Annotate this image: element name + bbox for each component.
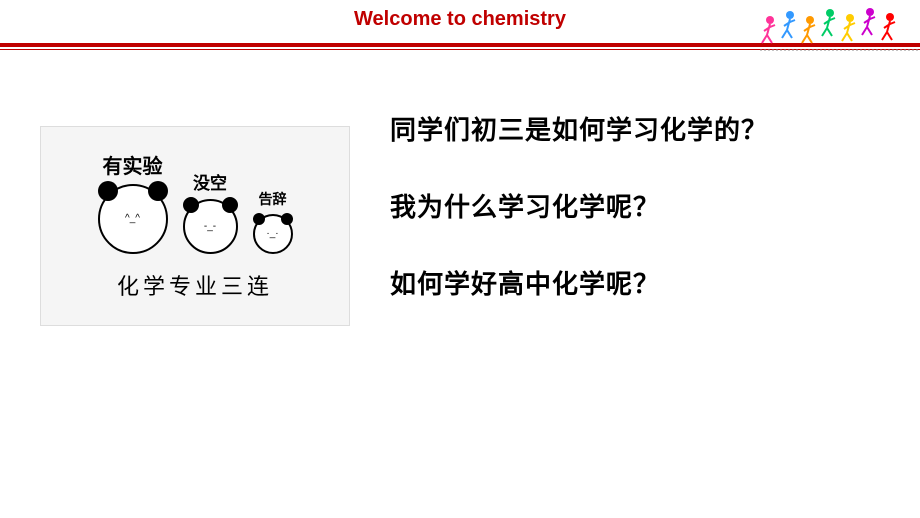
runner-decoration [760, 0, 920, 60]
question-1: 同学们初三是如何学习化学的？ [390, 110, 890, 147]
panda-face-icon: -_- [183, 199, 238, 254]
question-2: 我为什么学习化学呢？ [390, 187, 890, 224]
questions-block: 同学们初三是如何学习化学的？ 我为什么学习化学呢？ 如何学好高中化学呢？ [390, 110, 890, 341]
panda-2: 没空 -_- [183, 169, 238, 254]
panda-3-label: 告辞 [259, 189, 287, 209]
meme-image: 有实验 ^_^ 没空 -_- 告辞 [40, 126, 350, 326]
question-3: 如何学好高中化学呢？ [390, 264, 890, 301]
panda-face-icon: ^_^ [98, 184, 168, 254]
panda-1: 有实验 ^_^ [98, 150, 168, 254]
panda-face-icon: ·_· [253, 214, 293, 254]
panda-1-label: 有实验 [103, 150, 163, 179]
panda-3: 告辞 ·_· [253, 189, 293, 254]
panda-row: 有实验 ^_^ 没空 -_- 告辞 [98, 150, 293, 254]
meme-caption: 化学专业三连 [117, 269, 273, 301]
panda-2-label: 没空 [193, 169, 227, 194]
content-area: 有实验 ^_^ 没空 -_- 告辞 [0, 50, 920, 341]
